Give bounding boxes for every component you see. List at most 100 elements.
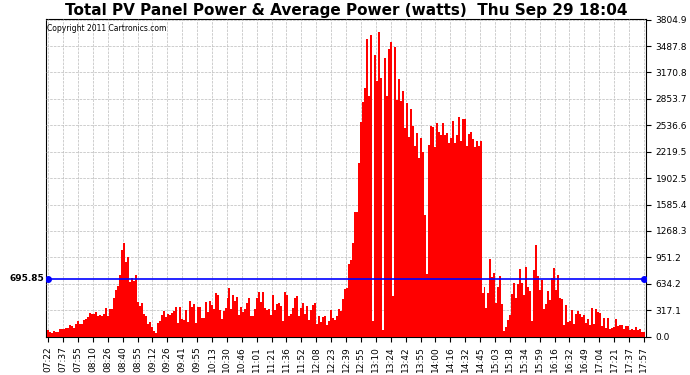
Bar	[358, 163, 360, 337]
Bar	[356, 212, 358, 337]
Bar	[559, 298, 561, 337]
Bar	[613, 327, 615, 337]
Bar	[538, 276, 540, 337]
Text: 695.85: 695.85	[10, 274, 44, 283]
Bar	[175, 307, 177, 337]
Bar	[583, 315, 585, 337]
Bar	[457, 117, 460, 337]
Bar	[603, 318, 605, 337]
Bar	[623, 329, 625, 337]
Bar	[170, 313, 172, 337]
Bar	[135, 275, 137, 337]
Bar	[493, 273, 495, 337]
Bar	[167, 314, 169, 337]
Bar	[569, 321, 571, 337]
Bar	[326, 325, 328, 337]
Bar	[338, 309, 340, 337]
Bar	[382, 330, 384, 337]
Bar	[310, 310, 312, 337]
Text: Copyright 2011 Cartronics.com: Copyright 2011 Cartronics.com	[48, 24, 167, 33]
Bar	[440, 135, 442, 337]
Bar	[473, 147, 475, 337]
Bar	[380, 78, 382, 337]
Bar	[627, 326, 629, 337]
Bar	[511, 294, 513, 337]
Bar	[625, 326, 627, 337]
Bar	[177, 324, 179, 337]
Bar	[444, 135, 446, 337]
Bar	[394, 47, 396, 337]
Bar	[240, 307, 242, 337]
Bar	[57, 332, 59, 337]
Bar	[388, 49, 390, 337]
Bar	[484, 287, 486, 337]
Bar	[491, 277, 493, 337]
Bar	[127, 257, 129, 337]
Bar	[75, 324, 77, 337]
Bar	[51, 333, 53, 337]
Bar	[97, 316, 99, 337]
Bar	[410, 108, 412, 337]
Bar	[169, 315, 170, 337]
Bar	[188, 301, 190, 337]
Bar	[466, 146, 468, 337]
Bar	[228, 288, 230, 337]
Bar	[392, 296, 394, 337]
Bar	[350, 260, 352, 337]
Bar	[404, 128, 406, 337]
Bar	[639, 329, 641, 337]
Bar	[633, 330, 635, 337]
Bar	[629, 330, 631, 337]
Bar	[79, 324, 81, 337]
Bar	[549, 300, 551, 337]
Bar	[571, 310, 573, 337]
Bar	[414, 146, 416, 337]
Bar	[581, 317, 583, 337]
Bar	[233, 295, 235, 337]
Bar	[290, 314, 293, 337]
Bar	[141, 303, 143, 337]
Bar	[91, 314, 93, 337]
Bar	[643, 333, 645, 337]
Bar	[152, 331, 155, 337]
Bar	[87, 316, 89, 337]
Bar	[179, 308, 181, 337]
Bar	[273, 295, 275, 337]
Bar	[49, 333, 51, 337]
Bar	[505, 327, 507, 337]
Bar	[637, 330, 639, 337]
Bar	[107, 316, 109, 337]
Bar	[641, 332, 643, 337]
Bar	[230, 309, 233, 337]
Bar	[322, 317, 324, 337]
Bar	[89, 313, 91, 337]
Bar	[558, 275, 559, 337]
Bar	[366, 39, 368, 337]
Bar	[330, 310, 332, 337]
Bar	[344, 289, 346, 337]
Bar	[601, 326, 603, 337]
Bar	[563, 325, 565, 337]
Bar	[504, 331, 505, 337]
Title: Total PV Panel Power & Average Power (watts)  Thu Sep 29 18:04: Total PV Panel Power & Average Power (wa…	[65, 3, 627, 18]
Bar	[85, 319, 87, 337]
Bar	[219, 310, 221, 337]
Bar	[109, 309, 111, 337]
Bar	[125, 261, 127, 337]
Bar	[340, 311, 342, 337]
Bar	[210, 305, 213, 337]
Bar	[332, 318, 334, 337]
Bar	[320, 322, 322, 337]
Bar	[452, 121, 453, 337]
Bar	[183, 320, 185, 337]
Bar	[276, 304, 278, 337]
Bar	[197, 306, 199, 337]
Bar	[442, 123, 444, 337]
Bar	[480, 141, 482, 337]
Bar	[81, 324, 83, 337]
Bar	[224, 308, 226, 337]
Bar	[535, 245, 538, 337]
Bar	[147, 324, 149, 337]
Bar	[264, 308, 266, 337]
Bar	[460, 141, 462, 337]
